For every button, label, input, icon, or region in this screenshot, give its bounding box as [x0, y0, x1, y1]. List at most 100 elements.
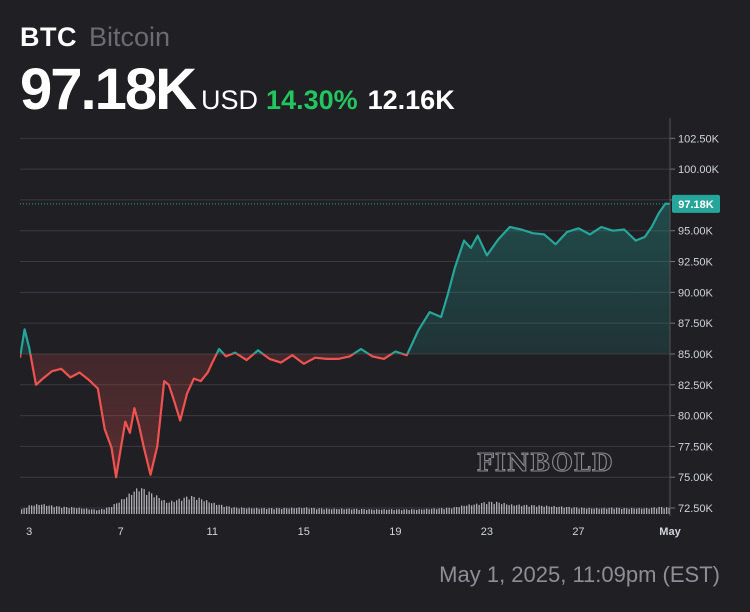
- volume-bar: [166, 502, 168, 514]
- volume-bar: [408, 510, 410, 514]
- volume-bar: [476, 503, 478, 514]
- volume-bar: [513, 505, 515, 514]
- volume-bar: [258, 508, 260, 514]
- volume-bar: [26, 507, 28, 514]
- volume-bar: [218, 504, 220, 514]
- volume-bar: [238, 508, 240, 514]
- volume-bar: [123, 499, 125, 514]
- y-tick-label: 72.50K: [678, 503, 714, 515]
- volume-bar: [223, 506, 225, 514]
- x-tick-label: 23: [481, 526, 493, 538]
- volume-bar: [196, 499, 198, 514]
- volume-bar: [233, 507, 235, 514]
- volume-bar: [228, 506, 230, 514]
- percent-change: 14.30%: [266, 85, 358, 115]
- volume-bar: [333, 508, 335, 514]
- x-tick-label: 15: [298, 526, 310, 538]
- volume-bar: [568, 506, 570, 514]
- asset-name: Bitcoin: [89, 22, 171, 52]
- volume-bar: [598, 508, 600, 514]
- volume-bar: [571, 508, 573, 514]
- volume-bar: [526, 504, 528, 514]
- volume-bar: [83, 508, 85, 514]
- volume-bar: [293, 508, 295, 514]
- currency-label: USD: [201, 85, 259, 115]
- volume-bar: [528, 506, 530, 514]
- y-tick-label: 82.50K: [678, 380, 714, 392]
- volume-bar: [646, 507, 648, 514]
- price-line: [20, 202, 670, 479]
- absolute-change: 12.16K: [367, 85, 455, 115]
- volume-bar: [503, 502, 505, 514]
- volume-bar: [593, 508, 595, 514]
- area-fill-down: [20, 353, 408, 478]
- volume-bar: [481, 503, 483, 514]
- volume-bar: [268, 508, 270, 514]
- volume-bar: [541, 505, 543, 514]
- volume-bar: [43, 504, 45, 514]
- volume-bar: [411, 509, 413, 514]
- y-tick-label: 92.50K: [678, 257, 714, 269]
- volume-bar: [641, 508, 643, 514]
- volume-bar: [118, 502, 120, 514]
- volume-bar: [643, 508, 645, 514]
- volume-bar: [161, 500, 163, 514]
- volume-bar: [348, 508, 350, 514]
- volume-bar: [168, 502, 170, 514]
- volume-bar: [478, 504, 480, 514]
- volume-bar: [121, 499, 123, 514]
- volume-bar: [188, 499, 190, 514]
- volume-bar: [131, 494, 133, 514]
- volume-bar: [53, 507, 55, 514]
- volume-bar: [651, 507, 653, 514]
- volume-bar: [606, 508, 608, 514]
- volume-bar: [638, 507, 640, 514]
- volume-bar: [296, 508, 298, 514]
- volume-bar: [336, 509, 338, 514]
- asset-header: BTC Bitcoin 97.18K USD 14.30% 12.16K: [20, 22, 455, 119]
- volume-bar: [658, 506, 660, 514]
- volume-bar: [523, 505, 525, 514]
- volume-bar: [231, 508, 233, 514]
- volume-bar: [351, 509, 353, 514]
- volume-bar: [181, 500, 183, 514]
- volume-bar: [501, 504, 503, 514]
- volume-bar: [163, 499, 165, 514]
- volume-bar: [321, 508, 323, 514]
- volume-bar: [346, 508, 348, 514]
- volume-bar: [73, 507, 75, 514]
- volume-bar: [78, 507, 80, 514]
- volume-bar: [146, 494, 148, 514]
- volume-bar: [273, 509, 275, 514]
- volume-bar: [186, 496, 188, 514]
- volume-bar: [361, 508, 363, 514]
- volume-bar: [96, 510, 98, 514]
- volume-bar: [206, 500, 208, 514]
- volume-bar: [398, 509, 400, 514]
- volume-bar: [93, 509, 95, 514]
- volume-bar: [613, 508, 615, 514]
- volume-bar: [381, 509, 383, 514]
- volume-bar: [343, 509, 345, 514]
- volume-bar: [373, 509, 375, 514]
- volume-bar: [421, 509, 423, 514]
- volume-bar: [668, 507, 670, 514]
- volume-bar: [366, 509, 368, 514]
- volume-bar: [303, 507, 305, 514]
- volume-bar: [358, 509, 360, 514]
- volume-bar: [636, 508, 638, 514]
- volume-bar: [136, 488, 138, 514]
- volume-bar: [623, 507, 625, 514]
- volume-bar: [448, 507, 450, 514]
- volume-bar: [521, 506, 523, 514]
- volume-bar: [51, 505, 53, 514]
- last-price-marker: 97.18K: [20, 194, 720, 213]
- volume-bar: [461, 505, 463, 514]
- volume-bar: [313, 507, 315, 514]
- volume-bar: [611, 507, 613, 514]
- volume-bar: [138, 491, 140, 514]
- volume-bar: [548, 506, 550, 514]
- volume-bar: [553, 505, 555, 514]
- volume-bar: [396, 509, 398, 514]
